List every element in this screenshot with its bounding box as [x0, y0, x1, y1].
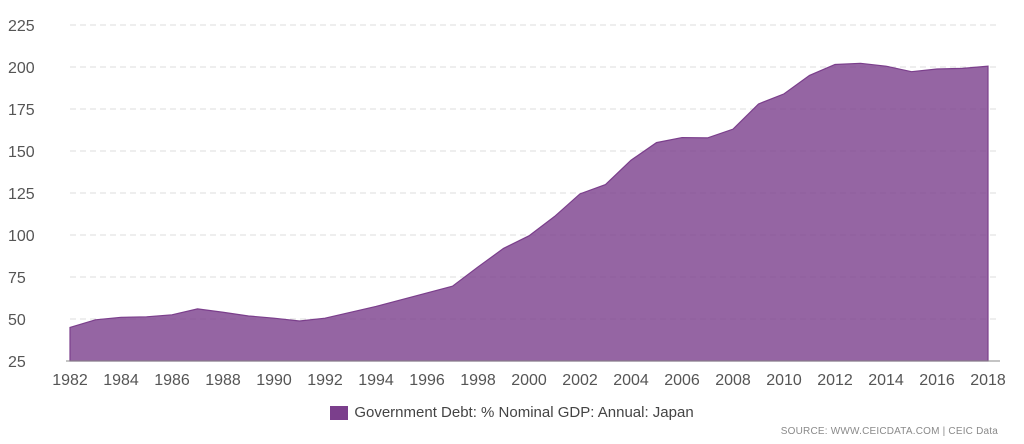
data-point[interactable] — [144, 314, 150, 320]
data-point[interactable] — [730, 126, 736, 132]
data-point[interactable] — [297, 318, 303, 324]
data-point[interactable] — [450, 283, 456, 289]
y-tick-label: 175 — [8, 102, 35, 119]
y-axis-ticks: 25 50 75 100 125 150 175 200 225 — [8, 18, 35, 371]
x-tick-label: 1988 — [205, 372, 241, 389]
data-point[interactable] — [628, 157, 634, 163]
data-point[interactable] — [756, 101, 762, 107]
x-tick-label: 1990 — [256, 372, 292, 389]
data-point[interactable] — [807, 72, 813, 78]
data-point[interactable] — [220, 309, 226, 315]
data-point[interactable] — [501, 245, 507, 251]
data-point[interactable] — [475, 264, 481, 270]
data-point[interactable] — [934, 66, 940, 72]
x-tick-label: 2002 — [562, 372, 598, 389]
legend[interactable]: Government Debt: % Nominal GDP: Annual: … — [0, 404, 1024, 421]
y-tick-label: 75 — [8, 270, 26, 287]
y-tick-label: 200 — [8, 60, 35, 77]
x-tick-label: 2016 — [919, 372, 955, 389]
x-axis-ticks: 1982 1984 1986 1988 1990 1992 1994 1996 1998 2000… — [52, 372, 1006, 389]
data-point[interactable] — [271, 315, 277, 321]
data-point[interactable] — [832, 61, 838, 67]
data-point[interactable] — [985, 63, 991, 69]
data-point[interactable] — [67, 324, 73, 330]
data-point[interactable] — [118, 314, 124, 320]
series-area-layer — [67, 60, 991, 362]
data-point[interactable] — [858, 60, 864, 66]
x-tick-label: 1982 — [52, 372, 88, 389]
data-point[interactable] — [195, 306, 201, 312]
data-point[interactable] — [909, 69, 915, 75]
x-tick-label: 1994 — [358, 372, 394, 389]
legend-label: Government Debt: % Nominal GDP: Annual: … — [354, 404, 694, 421]
data-point[interactable] — [960, 65, 966, 71]
data-point[interactable] — [552, 214, 558, 220]
data-point[interactable] — [603, 182, 609, 188]
x-tick-label: 2006 — [664, 372, 700, 389]
source-credit: SOURCE: WWW.CEICDATA.COM | CEIC Data — [780, 426, 998, 437]
y-tick-label: 150 — [8, 144, 35, 161]
y-tick-label: 125 — [8, 186, 35, 203]
y-tick-label: 100 — [8, 228, 35, 245]
legend-swatch — [330, 405, 349, 420]
data-point[interactable] — [169, 312, 175, 318]
y-tick-label: 225 — [8, 18, 35, 35]
data-point[interactable] — [373, 303, 379, 309]
data-point[interactable] — [322, 315, 328, 321]
x-tick-label: 2008 — [715, 372, 751, 389]
data-point[interactable] — [577, 191, 583, 197]
x-tick-label: 1984 — [103, 372, 139, 389]
y-tick-label: 50 — [8, 312, 26, 329]
x-tick-label: 2004 — [613, 372, 649, 389]
data-point[interactable] — [93, 317, 99, 323]
y-tick-label: 25 — [8, 354, 26, 371]
x-tick-label: 2000 — [511, 372, 547, 389]
data-point[interactable] — [654, 140, 660, 146]
series-area[interactable] — [69, 62, 989, 362]
x-tick-label: 1992 — [307, 372, 343, 389]
x-tick-label: 1996 — [409, 372, 445, 389]
data-point[interactable] — [526, 233, 532, 239]
data-point[interactable] — [883, 63, 889, 69]
x-tick-label: 1998 — [460, 372, 496, 389]
data-point[interactable] — [679, 135, 685, 141]
data-point[interactable] — [246, 313, 252, 319]
x-tick-label: 2012 — [817, 372, 853, 389]
data-point[interactable] — [399, 297, 405, 303]
data-point[interactable] — [781, 91, 787, 97]
data-point[interactable] — [348, 309, 354, 315]
data-point[interactable] — [705, 135, 711, 141]
x-tick-label: 2018 — [970, 372, 1006, 389]
x-tick-label: 1986 — [154, 372, 190, 389]
x-tick-label: 2010 — [766, 372, 802, 389]
data-point[interactable] — [424, 290, 430, 296]
x-tick-label: 2014 — [868, 372, 904, 389]
